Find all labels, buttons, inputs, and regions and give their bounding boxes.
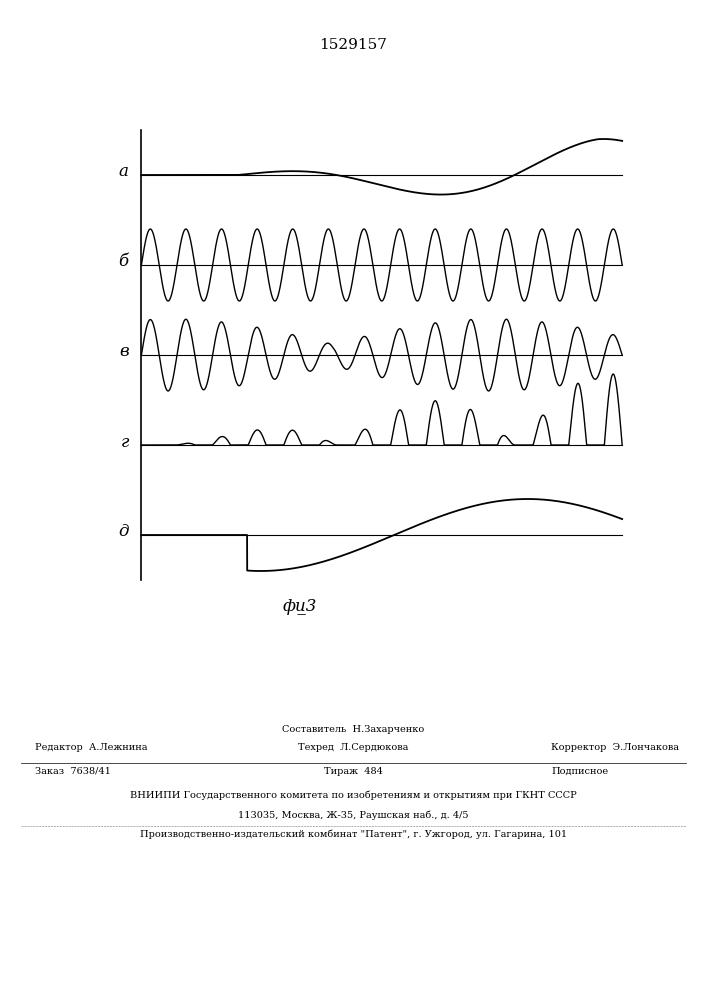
Text: Техред  Л.Сердюкова: Техред Л.Сердюкова (298, 743, 409, 752)
Text: фи̲3: фи̲3 (283, 598, 317, 615)
Text: б: б (119, 253, 129, 270)
Text: а: а (119, 163, 129, 180)
Text: Редактор  А.Лежнина: Редактор А.Лежнина (35, 743, 148, 752)
Text: Тираж  484: Тираж 484 (324, 767, 383, 776)
Text: г: г (120, 434, 129, 451)
Text: 1529157: 1529157 (320, 38, 387, 52)
Text: в: в (119, 344, 129, 360)
Text: 113035, Москва, Ж-35, Раушская наб., д. 4/5: 113035, Москва, Ж-35, Раушская наб., д. … (238, 810, 469, 820)
Text: д: д (118, 524, 129, 540)
Text: Заказ  7638/41: Заказ 7638/41 (35, 767, 111, 776)
Text: Производственно-издательский комбинат "Патент", г. Ужгород, ул. Гагарина, 101: Производственно-издательский комбинат "П… (140, 829, 567, 839)
Text: ВНИИПИ Государственного комитета по изобретениям и открытиям при ГКНТ СССР: ВНИИПИ Государственного комитета по изоб… (130, 790, 577, 800)
Text: Составитель  Н.Захарченко: Составитель Н.Захарченко (282, 725, 425, 734)
Text: Подписное: Подписное (551, 767, 609, 776)
Text: Корректор  Э.Лончакова: Корректор Э.Лончакова (551, 743, 679, 752)
